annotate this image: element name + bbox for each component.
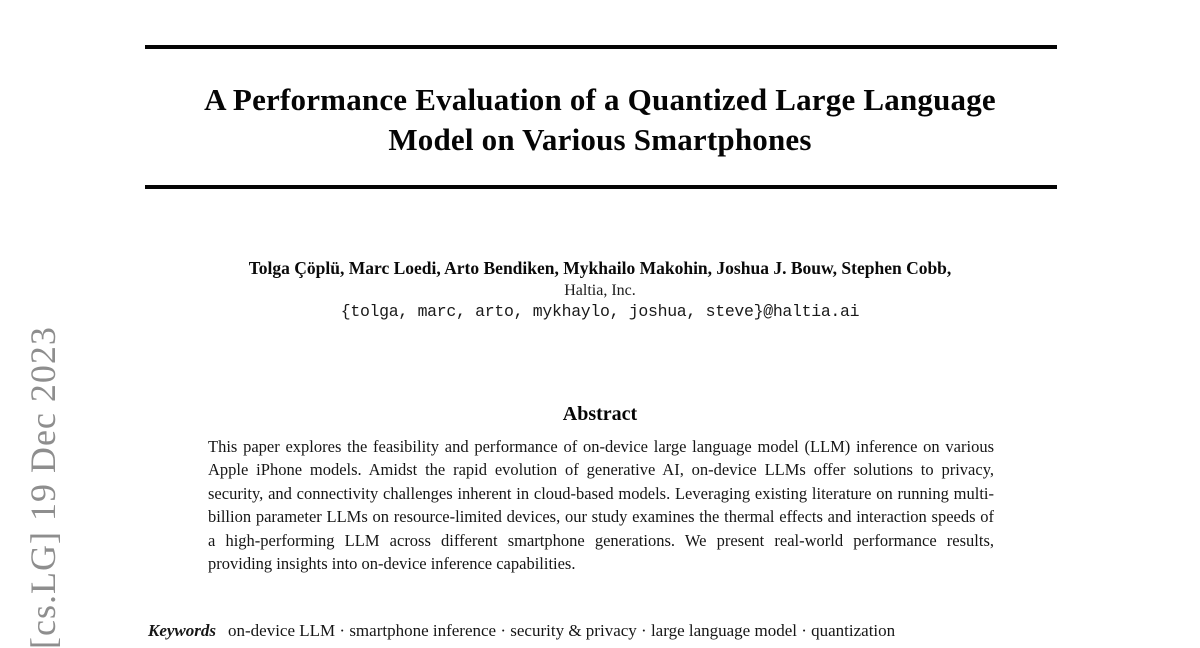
paper-title-line-2: Model on Various Smartphones [388,122,812,157]
title-rule-bottom [145,185,1057,189]
keywords-text: on-device LLM · smartphone inference · s… [228,621,896,640]
author-emails: {tolga, marc, arto, mykhaylo, joshua, st… [340,302,860,321]
abstract-heading: Abstract [562,403,638,425]
author-names: Tolga Çöplü, Marc Loedi, Arto Bendiken, … [248,258,952,278]
affiliation: Haltia, Inc. [564,282,636,299]
keywords-label: Keywords [148,621,216,640]
title-rule-top [145,45,1057,49]
author-block: Tolga Çöplü, Marc Loedi, Arto Bendiken, … [100,257,1100,323]
paper-title-line-1: A Performance Evaluation of a Quantized … [204,82,996,117]
abstract-body: This paper explores the feasibility and … [208,437,994,574]
paper-title: A Performance Evaluation of a Quantized … [150,80,1050,160]
arxiv-watermark: [cs.LG] 19 Dec 2023 [23,326,63,648]
keywords-line: Keywords on-device LLM · smartphone infer… [148,620,1056,642]
